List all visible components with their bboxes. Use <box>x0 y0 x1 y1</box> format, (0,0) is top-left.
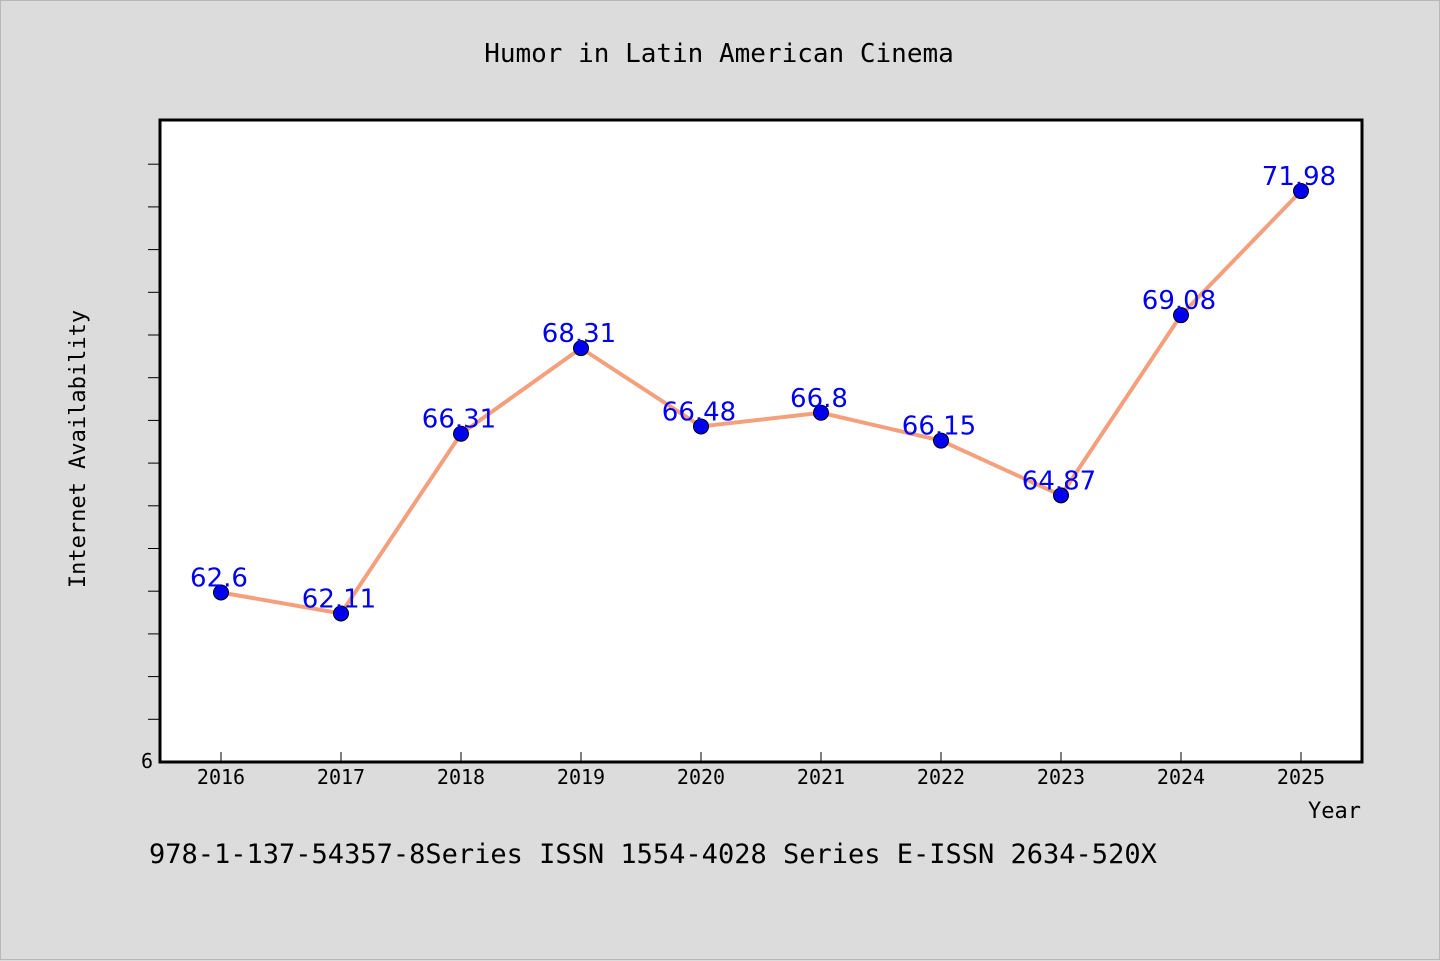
y-axis-ticks <box>148 163 160 720</box>
y-tick-label: 6 <box>141 749 153 773</box>
data-label: 64.87 <box>1022 466 1096 496</box>
data-label: 66.8 <box>790 384 848 414</box>
series-markers <box>213 183 1309 622</box>
x-tick-label: 2020 <box>677 765 725 789</box>
data-label: 66.31 <box>422 405 496 435</box>
x-tick-label: 2016 <box>197 765 245 789</box>
data-point-marker <box>573 340 589 357</box>
y-axis-label: Internet Availability <box>66 310 91 588</box>
data-point-marker <box>933 432 949 449</box>
data-point-marker <box>453 425 469 442</box>
x-tick-label: 2024 <box>1157 765 1205 789</box>
plot-area <box>158 118 1364 764</box>
x-tick-label: 2017 <box>317 765 365 789</box>
data-label: 62.6 <box>190 564 248 594</box>
data-point-marker <box>213 584 229 601</box>
data-label: 66.48 <box>662 397 736 427</box>
chart-title: Humor in Latin American Cinema <box>484 39 954 69</box>
data-point-marker <box>693 418 709 435</box>
data-point-marker <box>1173 307 1189 324</box>
data-label: 68.31 <box>542 319 616 349</box>
data-label: 71.98 <box>1262 162 1336 192</box>
data-point-marker <box>1053 487 1069 504</box>
data-label: 66.15 <box>902 412 976 442</box>
x-tick-label: 2018 <box>437 765 485 789</box>
x-axis-ticks: 2016 2017 2018 2019 2020 2021 2022 2023 2024 2025 <box>197 752 1325 789</box>
data-labels: 62.6 62.11 66.31 68.31 66.48 66.8 66.15 64.87 69… <box>190 162 1336 614</box>
x-tick-label: 2019 <box>557 765 605 789</box>
data-point-marker <box>813 404 829 421</box>
footer-isbn-issn: 978-1-137-54357-8Series ISSN 1554-4028 S… <box>149 839 1157 870</box>
x-tick-label: 2023 <box>1037 765 1085 789</box>
x-axis-label: Year <box>1308 799 1361 824</box>
data-point-marker <box>333 605 349 622</box>
x-tick-label: 2022 <box>917 765 965 789</box>
data-label: 69.08 <box>1142 286 1216 316</box>
data-label: 62.11 <box>302 584 376 614</box>
x-tick-label: 2025 <box>1277 765 1325 789</box>
series-line <box>220 189 1303 616</box>
x-tick-label: 2021 <box>797 765 845 789</box>
data-point-marker <box>1293 183 1309 200</box>
